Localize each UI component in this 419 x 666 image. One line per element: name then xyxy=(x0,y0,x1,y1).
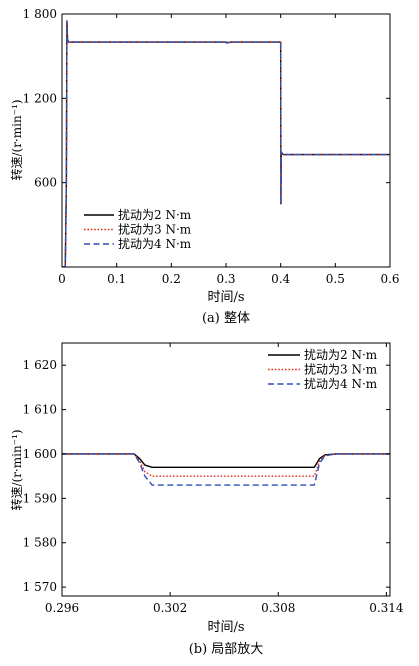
legend-label-2: 扰动为3 N·m xyxy=(118,223,192,237)
y-tick-label: 1 590 xyxy=(23,491,57,505)
series-line-1 xyxy=(62,453,390,468)
legend-label-1: 扰动为2 N·m xyxy=(118,208,192,222)
x-tick-label: 0.2 xyxy=(162,272,181,286)
x-tick-label: 0.296 xyxy=(45,601,79,615)
x-tick-label: 0.3 xyxy=(216,272,235,286)
y-tick-label: 1 620 xyxy=(23,358,57,372)
chart-panel-b: 0.296 0.302 0.308 0.314 1 570 1 580 1 590 1 60… xyxy=(9,342,404,657)
y-axis-ticks-b: 1 570 1 580 1 590 1 600 1 610 1 620 xyxy=(23,358,390,594)
y-tick-label: 600 xyxy=(34,176,57,190)
plot-area-b xyxy=(62,453,390,486)
y-axis-label-b: 转速/(r·min⁻¹) xyxy=(9,429,24,510)
x-tick-label: 0.314 xyxy=(369,601,404,615)
y-axis-label-a: 转速/(r·min⁻¹) xyxy=(9,99,24,180)
chart-panel-a: 0 0.1 0.2 0.3 0.4 0.5 0.6 600 1 200 1 800 时间/s 转… xyxy=(9,7,400,326)
x-axis-label-a: 时间/s xyxy=(207,290,244,305)
x-tick-label: 0.6 xyxy=(380,272,399,286)
plot-area-a xyxy=(62,20,390,267)
series-line-3 xyxy=(62,20,390,267)
x-axis-ticks-b: 0.296 0.302 0.308 0.314 xyxy=(45,343,404,615)
y-tick-label: 1 600 xyxy=(23,447,57,461)
caption-b: (b) 局部放大 xyxy=(189,642,264,657)
x-tick-label: 0.1 xyxy=(107,272,126,286)
legend-label-3: 扰动为4 N·m xyxy=(304,377,378,391)
plot-frame-b xyxy=(61,342,391,597)
legend-label-2: 扰动为3 N·m xyxy=(304,363,378,377)
x-axis-label-b: 时间/s xyxy=(207,620,244,635)
series-line-3 xyxy=(62,453,390,486)
caption-a: (a) 整体 xyxy=(202,311,250,326)
x-tick-label: 0.4 xyxy=(271,272,290,286)
y-tick-label: 1 800 xyxy=(23,7,57,21)
x-tick-label: 0 xyxy=(58,272,66,286)
legend-label-1: 扰动为2 N·m xyxy=(304,348,378,362)
series-line-2 xyxy=(62,453,390,477)
y-tick-label: 1 200 xyxy=(23,91,57,105)
y-tick-label: 1 580 xyxy=(23,536,57,550)
legend-label-3: 扰动为4 N·m xyxy=(118,237,192,251)
y-tick-label: 1 570 xyxy=(23,580,57,594)
y-tick-label: 1 610 xyxy=(23,403,57,417)
x-axis-ticks-a: 0 0.1 0.2 0.3 0.4 0.5 0.6 xyxy=(58,14,400,286)
x-tick-label: 0.302 xyxy=(153,601,187,615)
y-axis-ticks-a: 600 1 200 1 800 xyxy=(23,7,390,190)
x-tick-label: 0.308 xyxy=(261,601,295,615)
x-tick-label: 0.5 xyxy=(326,272,345,286)
